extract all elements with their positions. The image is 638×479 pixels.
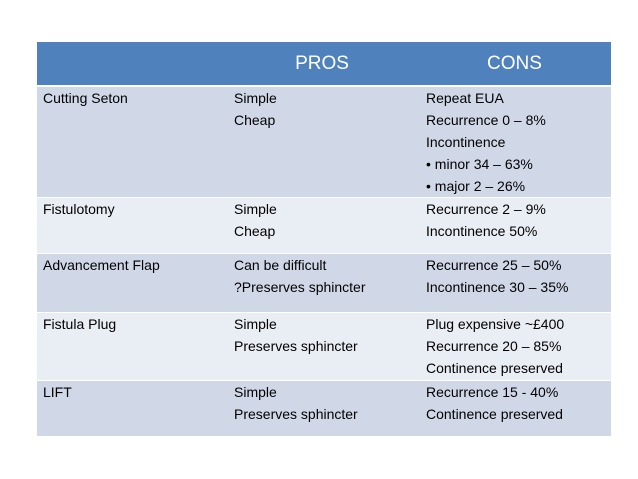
- cons-item: Recurrence 25 – 50%: [426, 257, 562, 273]
- pros-cell: Simple Preserves sphincter: [226, 380, 418, 436]
- pros-item: Preserves sphincter: [234, 406, 358, 422]
- cons-cell: Plug expensive ~£400 Recurrence 20 – 85%…: [418, 312, 611, 381]
- cons-item: • minor 34 – 63%: [426, 156, 533, 172]
- cons-item: Recurrence 0 – 8%: [426, 112, 546, 128]
- procedure-cell: Fistula Plug: [37, 312, 226, 381]
- table-row: Fistula Plug Simple Preserves sphincter …: [37, 312, 611, 381]
- cons-item: Recurrence 2 – 9%: [426, 201, 546, 217]
- cons-cell: Recurrence 15 - 40% Continence preserved: [418, 380, 611, 436]
- header-cell-pros: PROS: [226, 42, 418, 87]
- pros-cell: Simple Cheap: [226, 85, 418, 198]
- cons-item: Incontinence 50%: [426, 223, 538, 239]
- pros-item: Can be difficult: [234, 257, 327, 273]
- cons-cell: Repeat EUA Recurrence 0 – 8% Incontinenc…: [418, 85, 611, 198]
- pros-cell: Can be difficult ?Preserves sphincter: [226, 253, 418, 313]
- comparison-table: PROS CONS Cutting Seton Simple Cheap Rep…: [37, 42, 611, 436]
- table-row: Advancement Flap Can be difficult ?Prese…: [37, 253, 611, 313]
- pros-cell: Simple Cheap: [226, 197, 418, 254]
- procedure-cell: Cutting Seton: [37, 85, 226, 198]
- cons-cell: Recurrence 2 – 9% Incontinence 50%: [418, 197, 611, 254]
- pros-item: Simple: [234, 316, 277, 332]
- cons-item: Incontinence: [426, 134, 506, 150]
- pros-item: Preserves sphincter: [234, 338, 358, 354]
- cons-item: Repeat EUA: [426, 90, 504, 106]
- pros-cell: Simple Preserves sphincter: [226, 312, 418, 381]
- header-cell-cons: CONS: [418, 42, 611, 87]
- cons-item: • major 2 – 26%: [426, 178, 526, 194]
- cons-item: Incontinence 30 – 35%: [426, 279, 569, 295]
- pros-item: Simple: [234, 201, 277, 217]
- pros-item: Cheap: [234, 112, 276, 128]
- pros-item: Cheap: [234, 223, 276, 239]
- cons-item: Plug expensive ~£400: [426, 316, 565, 332]
- procedure-cell: Fistulotomy: [37, 197, 226, 254]
- table-row: Cutting Seton Simple Cheap Repeat EUA Re…: [37, 85, 611, 198]
- procedure-cell: LIFT: [37, 380, 226, 436]
- procedure-cell: Advancement Flap: [37, 253, 226, 313]
- cons-item: Continence preserved: [426, 406, 563, 422]
- cons-item: Recurrence 20 – 85%: [426, 338, 562, 354]
- header-row: PROS CONS: [37, 42, 611, 87]
- table-row: LIFT Simple Preserves sphincter Recurren…: [37, 380, 611, 436]
- pros-item: ?Preserves sphincter: [234, 279, 366, 295]
- cons-cell: Recurrence 25 – 50% Incontinence 30 – 35…: [418, 253, 611, 313]
- header-cell-procedure: [37, 42, 226, 87]
- pros-item: Simple: [234, 90, 277, 106]
- cons-item: Recurrence 15 - 40%: [426, 384, 559, 400]
- cons-item: Continence preserved: [426, 360, 563, 376]
- table-row: Fistulotomy Simple Cheap Recurrence 2 – …: [37, 197, 611, 254]
- pros-item: Simple: [234, 384, 277, 400]
